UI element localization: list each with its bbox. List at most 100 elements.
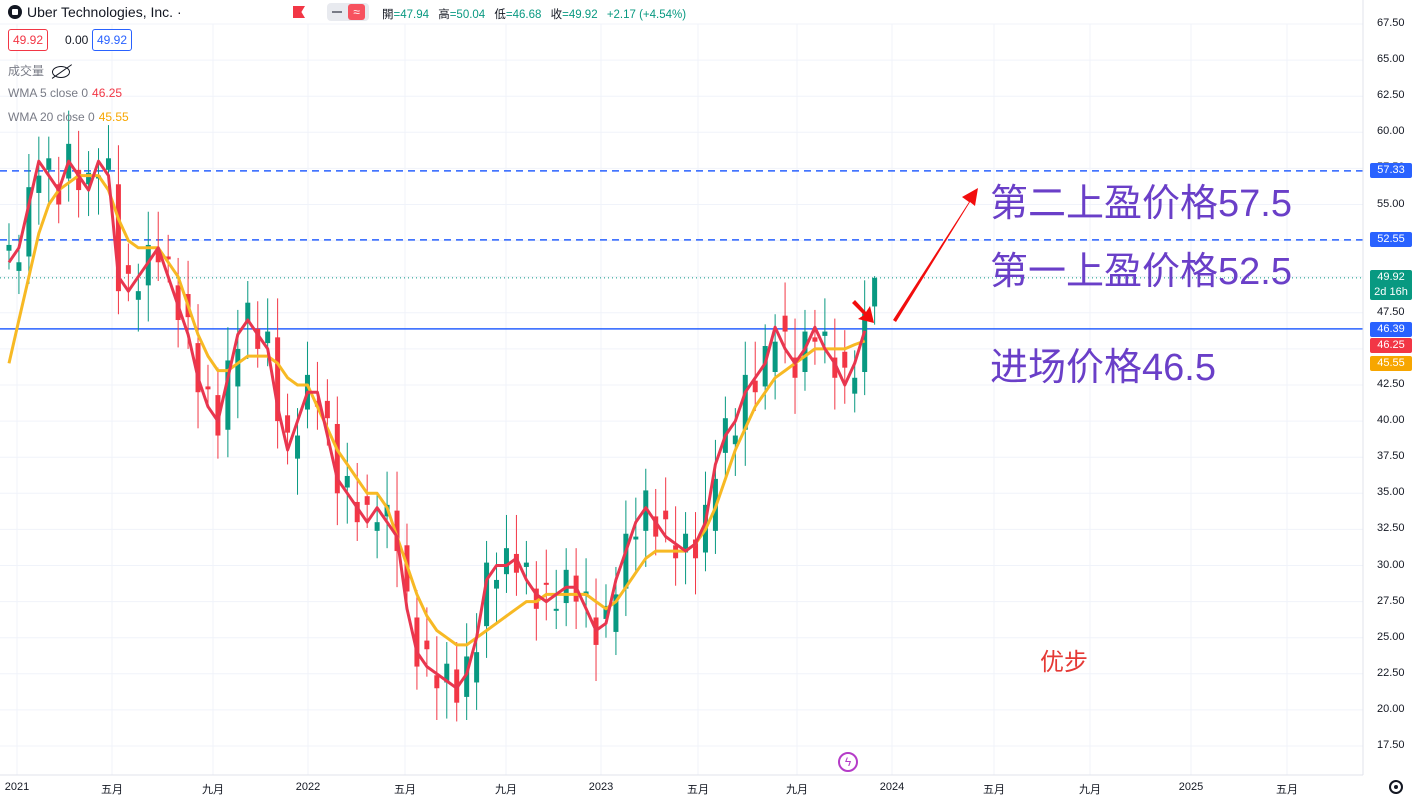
wma20-label: WMA 20 close 0 [8, 110, 95, 124]
y-tick-label: 17.50 [1377, 739, 1405, 751]
candle-body [36, 175, 42, 193]
candle-body [742, 374, 748, 430]
watermark-text: 优步 [1040, 648, 1088, 676]
candle-body [424, 640, 430, 650]
y-tick-label: 22.50 [1377, 666, 1405, 679]
y-tick-label: 40.00 [1377, 414, 1405, 427]
candle-body [205, 386, 211, 390]
wma20-value: 45.55 [98, 110, 129, 124]
candle-body [235, 348, 241, 387]
y-tick-label: 67.50 [1377, 17, 1405, 29]
y-tick-label: 55.00 [1377, 197, 1405, 210]
candle-body [762, 346, 768, 387]
candle-body [354, 501, 360, 523]
wma20-legend[interactable]: WMA 20 close 0 45.55 [8, 110, 129, 124]
wma5-legend[interactable]: WMA 5 close 0 46.25 [8, 86, 122, 100]
candle-body [732, 435, 738, 445]
y-tick-label: 60.00 [1377, 125, 1405, 138]
sell-price-button[interactable]: 49.92 [8, 29, 49, 51]
price-tag-57.33: 57.33 [1370, 163, 1412, 179]
y-tick-label: 42.50 [1377, 378, 1405, 390]
candle-body [613, 594, 619, 632]
candle-body [752, 380, 758, 393]
candle-body [76, 169, 82, 191]
candle-body [275, 337, 281, 422]
candle-body [474, 652, 480, 683]
wave-icon[interactable]: ≈ [348, 4, 365, 20]
annotation-target2: 第二上盈价格57.5 [990, 183, 1292, 225]
eye-hidden-icon[interactable] [52, 65, 71, 78]
x-tick-label: 九月 [1079, 784, 1101, 796]
candle-body [872, 277, 878, 307]
candle-body [6, 244, 12, 251]
arrow-down-icon [852, 300, 874, 323]
candle-body [543, 582, 549, 585]
x-tick-label: 九月 [495, 784, 517, 796]
x-tick-label: 五月 [1276, 784, 1298, 796]
candle-body [255, 328, 261, 349]
y-tick-label: 20.00 [1377, 702, 1405, 715]
candle-body [86, 172, 92, 185]
change-value: +2.17 (+4.54%) [606, 9, 687, 21]
lightning-icon[interactable]: ϟ [838, 752, 858, 772]
candle-body [683, 533, 689, 553]
volume-legend[interactable]: 成交量 [8, 62, 71, 79]
annotation-arrows [852, 188, 978, 323]
chart-mode-toggle[interactable]: ≈ [327, 3, 369, 21]
candle-body [832, 357, 838, 378]
candle-body [414, 617, 420, 667]
candle-body [663, 510, 669, 520]
candle-body [533, 588, 539, 609]
candle-body [285, 415, 291, 433]
candle-body [782, 315, 788, 332]
wma5-value: 46.25 [92, 86, 123, 100]
candle-body [693, 539, 699, 559]
candle-body [842, 351, 848, 368]
candle-body [464, 656, 470, 697]
x-tick-label: 五月 [687, 784, 709, 796]
candle-body [812, 337, 818, 342]
candle-body [434, 675, 440, 689]
price-tag-46.25: 46.25 [1370, 338, 1412, 353]
gear-icon[interactable] [1389, 780, 1403, 794]
volume-label: 成交量 [8, 64, 45, 78]
x-tick-label: 2022 [295, 781, 321, 793]
symbol-title[interactable]: Uber Technologies, Inc. · [27, 4, 182, 20]
y-tick-label: 25.00 [1377, 630, 1405, 643]
candle-body [513, 553, 519, 573]
candle-body [225, 360, 231, 430]
y-tick-label: 32.50 [1377, 522, 1405, 535]
x-tick-label: 五月 [394, 784, 416, 796]
wma5-line [7, 159, 867, 690]
annotation-entry: 进场价格46.5 [990, 347, 1216, 389]
candle-body [653, 516, 659, 537]
close-value: =49.92 [562, 9, 598, 21]
x-tick-label: 2025 [1178, 781, 1204, 793]
candle-body [862, 313, 868, 373]
candle-body [633, 536, 639, 540]
x-tick-label: 五月 [101, 784, 123, 796]
candle-body [364, 496, 370, 505]
annotation-target1: 第一上盈价格52.5 [990, 251, 1292, 293]
candle-body [265, 331, 271, 344]
candle-body [245, 302, 251, 323]
candle-body [295, 435, 301, 459]
minus-icon[interactable] [332, 11, 342, 13]
y-tick-label: 35.00 [1377, 486, 1405, 499]
y-tick-label: 30.00 [1377, 558, 1405, 571]
price-tag-52.55: 52.55 [1370, 232, 1412, 248]
candle-body [623, 533, 629, 589]
candle-body [334, 423, 340, 494]
candle-body [155, 250, 161, 263]
candle-body [444, 663, 450, 683]
candle-body [802, 331, 808, 373]
candle-body [553, 608, 559, 611]
buy-price-button[interactable]: 49.92 [92, 29, 133, 51]
spread-value: 0.00 [60, 29, 94, 51]
y-tick-label: 37.50 [1377, 450, 1405, 463]
wma5-label: WMA 5 close 0 [8, 86, 89, 100]
x-tick-label: 2023 [588, 781, 614, 793]
flag-icon[interactable] [293, 6, 305, 18]
candle-body [46, 158, 52, 170]
